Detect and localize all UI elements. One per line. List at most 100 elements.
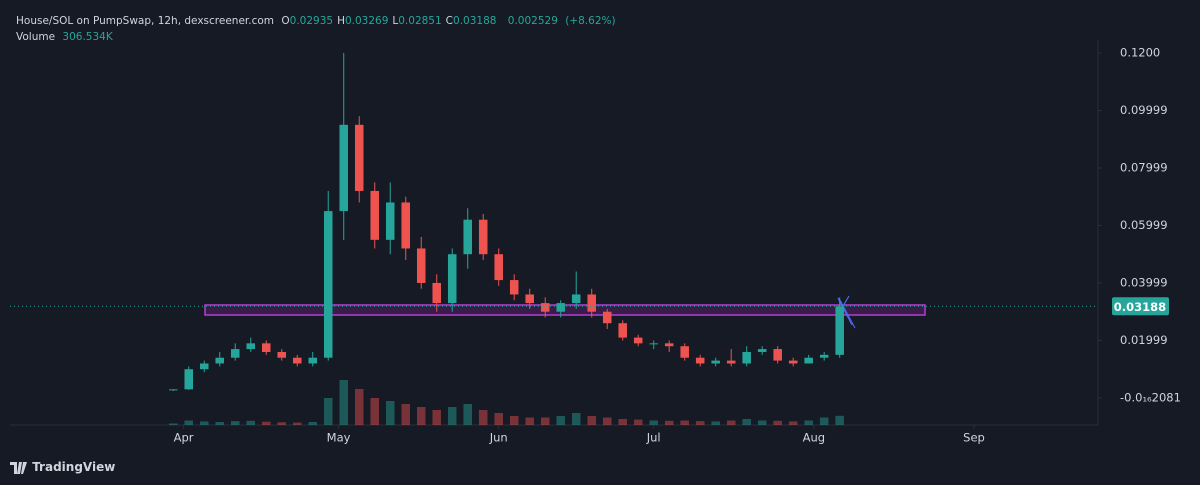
volume-bar (230, 421, 240, 425)
candle-body (711, 360, 720, 364)
candle-body (602, 311, 612, 324)
volume-bar (711, 421, 720, 425)
y-tick-label: 0.05999 (1120, 218, 1168, 232)
volume-bar (447, 407, 457, 425)
change: 0.002529 (507, 15, 558, 27)
volume-bar (835, 415, 844, 425)
candle-body (804, 357, 813, 364)
candle-body (571, 294, 581, 304)
candle-body (463, 219, 472, 255)
ohlc-value: 0.03188 (453, 15, 497, 27)
brand-name: TradingView (32, 460, 116, 474)
candle-body (261, 343, 271, 352)
volume-bar (323, 398, 333, 425)
ohlc-value: 0.03269 (344, 15, 389, 27)
volume-bar (478, 410, 488, 425)
x-tick-label: Jun (489, 431, 508, 445)
candle-body (618, 323, 627, 338)
candle-body (742, 351, 751, 364)
volume-bar (649, 420, 658, 425)
volume-bar (308, 422, 318, 425)
candle-body (556, 303, 565, 312)
volume-bar (804, 420, 813, 425)
volume-bar (726, 420, 736, 425)
volume-bar (401, 404, 410, 425)
volume-bar (385, 401, 395, 425)
candle-body (478, 219, 488, 255)
y-tick-label: 0.1200 (1120, 45, 1160, 59)
candle-body (819, 354, 829, 358)
volume-bar (432, 410, 441, 425)
legend-row: House/SOL on PumpSwap, 12h, dexscreener.… (16, 15, 620, 27)
ohlc-value: 0.02935 (289, 15, 334, 27)
ohlc-label: L (392, 15, 399, 27)
volume-bar (168, 423, 178, 425)
volume-bar (788, 421, 798, 425)
y-tick-label: 0.01999 (1120, 333, 1168, 347)
candle-body (168, 389, 178, 391)
volume-bar (602, 417, 612, 425)
volume-bar (680, 420, 689, 425)
volume-bar (494, 413, 503, 425)
candle-body (525, 294, 534, 304)
candle-body (540, 303, 550, 312)
volume-bar (587, 416, 596, 425)
candle-body (788, 360, 798, 364)
candle-body (633, 337, 643, 344)
candle-body (695, 357, 705, 364)
volume-bar (633, 419, 643, 425)
candle-body (757, 349, 767, 352)
volume-value: 306.534K (62, 31, 113, 43)
trend-drawing (837, 297, 853, 326)
last-price-badge (1112, 297, 1169, 316)
candle-body (680, 346, 689, 358)
volume-bar (370, 398, 379, 425)
change-pct: (+8.62%) (565, 15, 616, 27)
ohlc-label: O (281, 15, 290, 27)
volume-bar (695, 421, 705, 425)
volume-bar (540, 417, 550, 425)
volume-label: Volume (16, 31, 56, 43)
volume-bar (618, 419, 627, 425)
candle-body (199, 363, 209, 370)
ohlc-label: H (337, 15, 345, 27)
brand: TradingView (10, 460, 115, 474)
y-tick-label: -0.0₁₆2081 (1120, 390, 1181, 404)
volume-bar (509, 416, 519, 425)
volume-bar (757, 420, 767, 425)
candle-body (184, 369, 194, 390)
trend-drawing (839, 299, 856, 329)
x-tick-label: Apr (174, 431, 194, 445)
candle-body (494, 254, 503, 281)
candle-body (246, 343, 256, 350)
symbol: House/SOL on PumpSwap, 12h, dexscreener.… (16, 15, 275, 27)
ohlc-label: C (445, 15, 454, 27)
x-tick-label: Jul (646, 431, 661, 445)
volume-bar (742, 419, 751, 425)
y-tick-label: 0.09999 (1120, 103, 1168, 117)
volume-bar (773, 420, 782, 425)
candle-body (230, 349, 240, 358)
candle-body (664, 343, 674, 347)
volume-bar (184, 420, 194, 425)
candle-body (323, 211, 333, 358)
volume-bar (525, 417, 534, 425)
candle-body (339, 124, 348, 212)
candle-body (401, 202, 410, 249)
candle-body (215, 357, 225, 364)
candle-body (447, 254, 457, 304)
volume-bar (292, 422, 302, 425)
volume-bar (571, 413, 581, 425)
volume-bar (556, 416, 565, 425)
last-price-label: 0.03188 (1114, 300, 1166, 314)
volume-bar (664, 420, 674, 425)
candle-body (509, 280, 519, 295)
y-tick-label: 0.07999 (1120, 160, 1168, 174)
volume-bar (215, 422, 225, 425)
candle-body (587, 294, 596, 312)
candle-body (277, 351, 287, 358)
volume-row: Volume 306.534K (16, 31, 117, 43)
candle-body (308, 357, 318, 364)
volume-bar (199, 421, 209, 425)
